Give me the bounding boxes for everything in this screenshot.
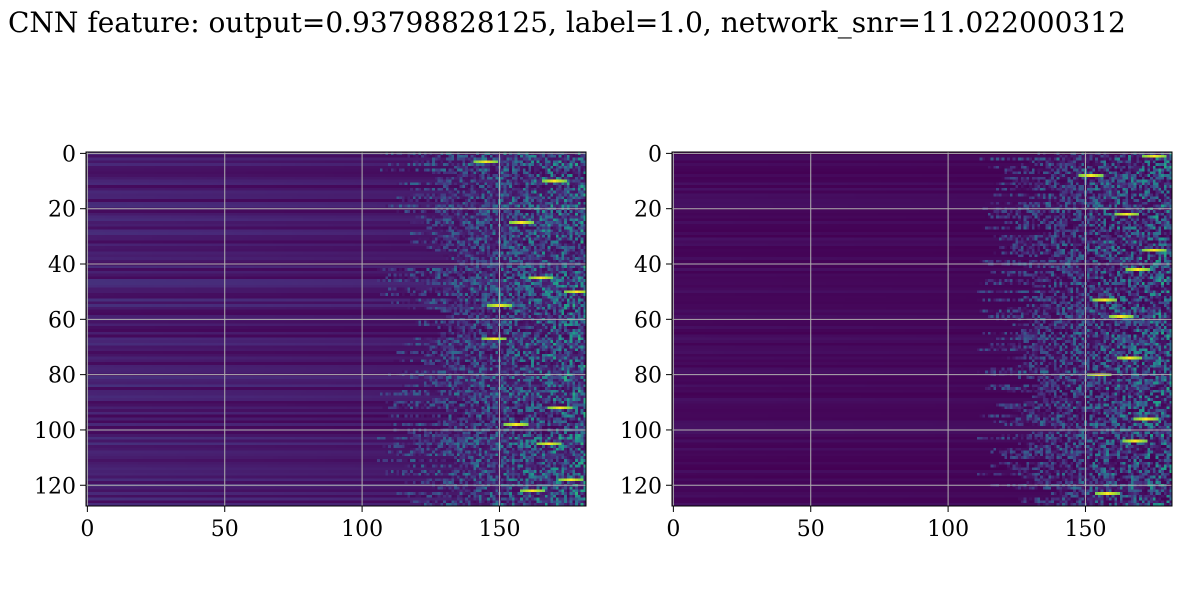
heatmap-image	[672, 152, 1172, 506]
heatmap-panel-left: 0 50 100 150 0 20 40 60 80 100 120	[34, 142, 587, 542]
y-tick-label: 100	[34, 419, 76, 444]
y-tick-label: 0	[648, 142, 662, 167]
y-tick-label: 40	[634, 253, 662, 278]
y-tick-label: 80	[634, 364, 662, 389]
x-tick-label: 50	[797, 517, 825, 542]
heatmap-panel-right: 0 50 100 150 0 20 40 60 80 100 120	[620, 142, 1173, 542]
x-tick-label: 0	[80, 517, 94, 542]
y-tick-label: 120	[34, 474, 76, 499]
y-tick-label: 60	[48, 308, 76, 333]
y-tick-label: 0	[62, 142, 76, 167]
y-tick-label: 100	[620, 419, 662, 444]
x-tick-label: 100	[341, 517, 383, 542]
y-tick-label: 20	[48, 198, 76, 223]
y-tick-label: 80	[48, 364, 76, 389]
x-tick-label: 0	[666, 517, 680, 542]
x-tick-label: 150	[1064, 517, 1106, 542]
x-tick-label: 150	[478, 517, 520, 542]
axes-frame	[671, 151, 1173, 507]
figure-title: CNN feature: output=0.93798828125, label…	[8, 6, 1126, 39]
heatmap-image	[86, 152, 586, 506]
y-tick-label: 40	[48, 253, 76, 278]
y-tick-label: 60	[634, 308, 662, 333]
x-tick-label: 100	[927, 517, 969, 542]
y-tick-label: 20	[634, 198, 662, 223]
y-tick-label: 120	[620, 474, 662, 499]
axes-frame	[85, 151, 587, 507]
x-tick-label: 50	[211, 517, 239, 542]
